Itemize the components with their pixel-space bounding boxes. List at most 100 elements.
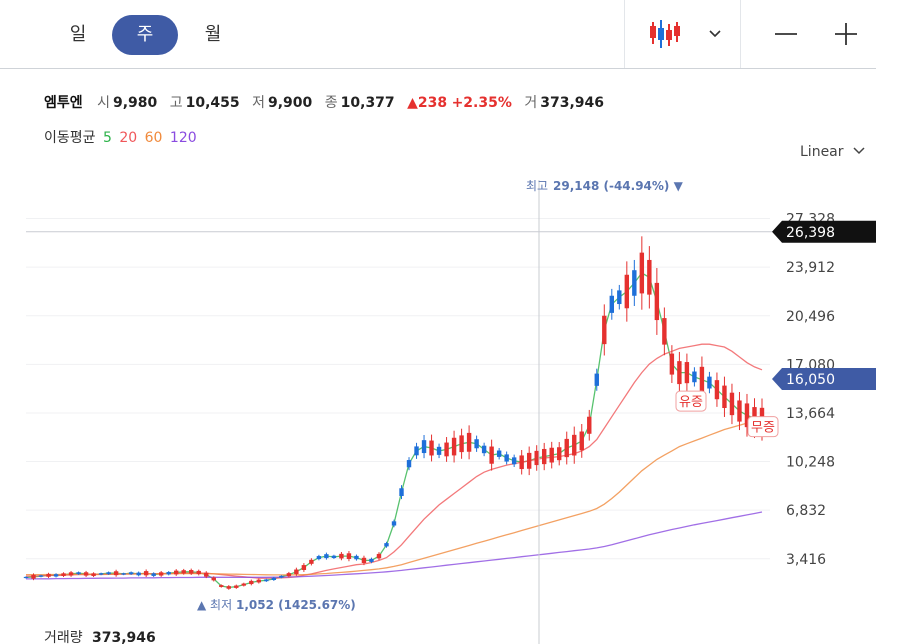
candle-body	[564, 438, 569, 458]
candle-body	[429, 440, 434, 456]
chevron-down-icon	[853, 147, 865, 155]
candle-body	[46, 573, 51, 577]
candle-body	[38, 575, 44, 577]
candle-body	[729, 392, 735, 416]
candle-body	[699, 366, 705, 393]
tab-daily[interactable]: 일	[69, 24, 87, 45]
chart-toolbar: 일 주 월	[0, 0, 876, 69]
ma-legend-label: 이동평균	[44, 130, 96, 146]
ma-120-label: 120	[169, 130, 197, 146]
candle-body	[384, 543, 389, 547]
candle-body	[128, 572, 134, 575]
crosshair-price-tag: 26,398	[786, 225, 835, 241]
candle-body	[444, 442, 449, 457]
candle-body	[234, 585, 239, 588]
y-tick-label: 23,912	[786, 260, 835, 276]
current-price-tag: 16,050	[786, 372, 835, 388]
event-badge-label: 무증	[751, 421, 775, 436]
ohlc-info: 엠투엔 시 9,980 고 10,455 저 9,900 종 10,377 ▲238 +…	[44, 92, 612, 112]
candle-body	[361, 557, 367, 564]
candle-body	[279, 575, 284, 578]
candle-body	[354, 555, 359, 560]
candle-body	[714, 380, 720, 400]
tab-weekly[interactable]: 주	[112, 15, 178, 55]
candle-body	[211, 577, 216, 581]
candle-body	[609, 295, 614, 313]
candle-body	[113, 571, 119, 576]
candle-body	[557, 447, 562, 461]
candle-body	[53, 574, 59, 577]
y-tick-label: 20,496	[786, 309, 835, 325]
candle-body	[406, 460, 412, 468]
ma-5-label: 5	[102, 130, 112, 146]
ma-120-line	[26, 511, 763, 580]
candle-body	[744, 403, 750, 428]
candle-body	[256, 579, 262, 583]
ma-60-label: 60	[144, 130, 163, 146]
candle-body	[181, 570, 186, 574]
candle-body	[369, 558, 374, 562]
ma-legend[interactable]: 이동평균 5 20 60 120	[44, 127, 200, 147]
candle-body	[68, 572, 74, 576]
change-value: ▲238	[407, 95, 448, 111]
high-marker-label: 최고	[526, 179, 548, 193]
candle-body	[23, 576, 29, 579]
candle-body	[151, 573, 156, 576]
candlestick-icon[interactable]	[648, 18, 684, 50]
low-value: 9,900	[268, 95, 313, 111]
candle-body	[391, 521, 397, 526]
high-value: 10,455	[185, 95, 240, 111]
tab-monthly[interactable]: 월	[204, 24, 222, 45]
candle-body	[451, 437, 457, 456]
candle-body	[331, 555, 337, 559]
candle-body	[632, 270, 637, 296]
scale-selector[interactable]: Linear	[800, 144, 866, 160]
candle-body	[83, 572, 89, 576]
candle-body	[286, 573, 292, 577]
chevron-down-icon[interactable]	[700, 18, 730, 50]
candle-body	[722, 385, 727, 408]
candle-body	[91, 573, 96, 576]
candle-body	[189, 570, 194, 574]
event-badge-label: 유증	[679, 395, 703, 410]
candle-body	[534, 450, 539, 466]
low-marker-value: 1,052 (1425.67%)	[236, 598, 356, 612]
ma-20-label: 20	[119, 130, 138, 146]
candle-body	[301, 565, 307, 570]
current-price-tag-bg	[772, 368, 876, 391]
candle-body	[309, 559, 314, 564]
candle-body	[241, 583, 246, 586]
candle-body	[346, 553, 352, 559]
candle-body	[474, 439, 479, 449]
candle-body	[414, 446, 419, 456]
candle-body	[399, 488, 404, 496]
candle-body	[459, 435, 464, 453]
volume-value: 373,946	[540, 95, 604, 111]
event-badge-bg	[747, 416, 779, 438]
candle-body	[639, 252, 645, 294]
candle-body	[204, 572, 209, 577]
minus-icon[interactable]	[771, 18, 801, 50]
candle-body	[504, 454, 509, 462]
close-value: 10,377	[340, 95, 395, 111]
candle-body	[466, 432, 472, 452]
close-label: 종	[324, 95, 338, 111]
candle-body	[166, 572, 171, 575]
open-label: 시	[97, 95, 110, 111]
price-chart[interactable]: 3,4166,83210,24813,66417,08020,49623,912…	[0, 160, 901, 644]
candle-body	[647, 259, 652, 295]
candle-body	[143, 571, 149, 576]
candle-body	[669, 353, 675, 375]
candle-body	[707, 376, 712, 389]
open-value: 9,980	[112, 95, 158, 111]
candle-body	[489, 446, 494, 464]
candle-body	[106, 572, 111, 575]
toolbar-divider	[624, 0, 625, 68]
candle-body	[549, 447, 554, 463]
candle-body	[271, 577, 277, 581]
ma-60-line	[26, 418, 763, 576]
low-label: 저	[252, 95, 265, 111]
crosshair-price-tag-bg	[772, 220, 876, 243]
plus-icon[interactable]	[831, 18, 861, 50]
candle-body	[496, 450, 502, 457]
